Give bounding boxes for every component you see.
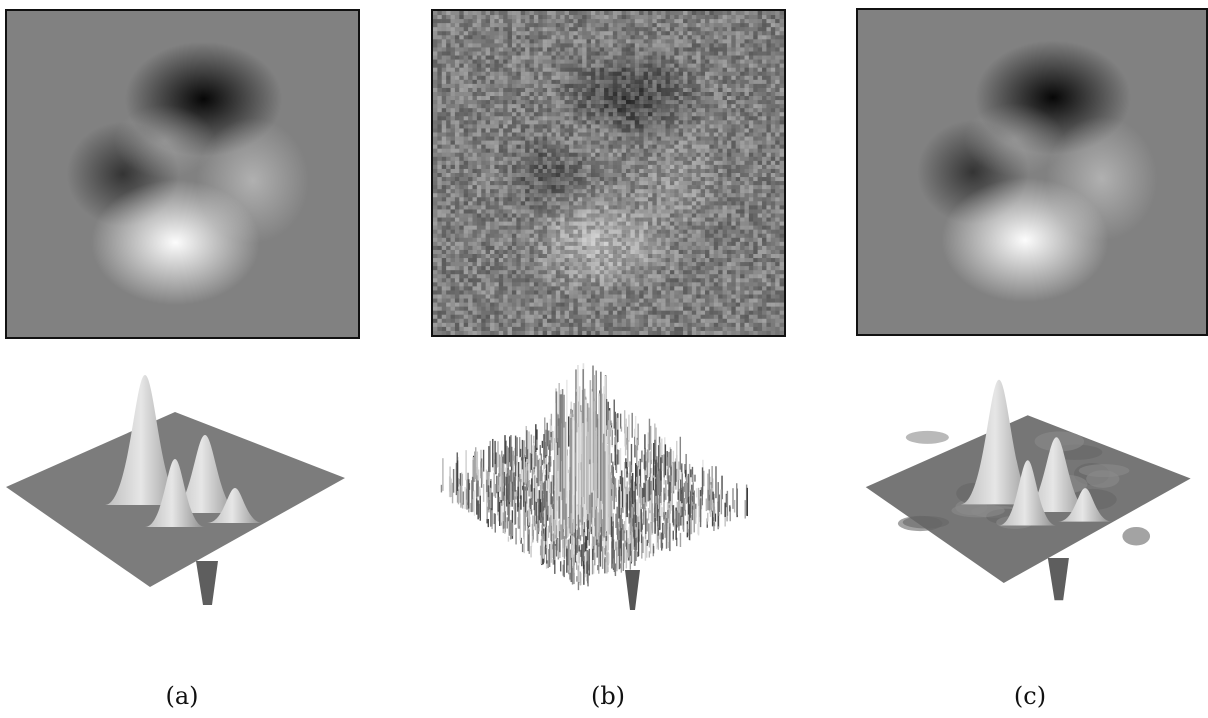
heatmap-image-a xyxy=(5,9,360,339)
surface-peak xyxy=(960,379,1038,505)
heatmap-image-b xyxy=(431,9,786,337)
surface-peak xyxy=(145,459,205,527)
caption-b: (b) xyxy=(590,682,626,710)
surface-plot-b xyxy=(430,363,790,620)
caption-a: (a) xyxy=(165,682,199,710)
surface-peak xyxy=(998,460,1057,526)
surface-plot-a xyxy=(0,365,360,615)
surface-peak xyxy=(207,488,263,523)
heatmap-image-c xyxy=(856,8,1208,336)
bright-blob-bottom xyxy=(91,179,260,306)
light-blob-center xyxy=(114,104,216,178)
caption-c: (c) xyxy=(1013,682,1047,710)
surface-plot-c xyxy=(860,365,1205,615)
surface-peak xyxy=(1058,488,1113,522)
surface-trough xyxy=(1047,558,1069,601)
bright-blob-bottom xyxy=(941,177,1109,303)
surface-peak xyxy=(169,435,241,513)
surface-trough xyxy=(196,561,218,605)
surface-peak xyxy=(1021,437,1091,513)
light-blob-center xyxy=(964,103,1065,176)
surface-peak xyxy=(105,375,185,505)
